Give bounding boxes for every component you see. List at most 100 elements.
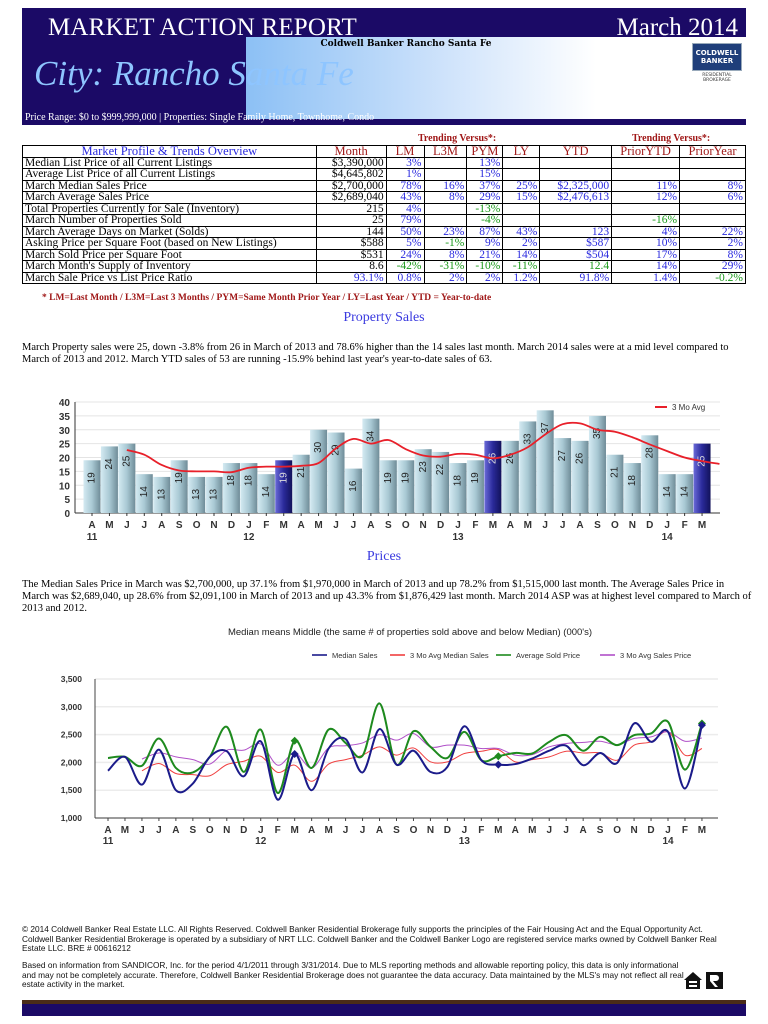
table-cell: -0.2% bbox=[679, 271, 746, 284]
table-cell: 17% bbox=[611, 248, 681, 261]
x-tick-label: N bbox=[223, 825, 230, 836]
x-tick-label: F bbox=[478, 825, 484, 836]
bar bbox=[571, 440, 589, 513]
bar-value-label: 27 bbox=[557, 450, 568, 462]
x-tick-label: J bbox=[542, 520, 548, 531]
bar bbox=[257, 474, 275, 513]
table-cell: 1.2% bbox=[502, 271, 541, 284]
table-cell: 13% bbox=[466, 156, 504, 169]
bar-value-label: 21 bbox=[610, 466, 621, 478]
table-cell bbox=[423, 156, 468, 169]
coldwell-banker-logo: COLDWELL BANKER RESIDENTIAL BROKERAGE bbox=[692, 43, 742, 85]
x-tick-label: A bbox=[88, 520, 95, 531]
bar bbox=[658, 474, 676, 513]
table-cell: 3% bbox=[385, 156, 425, 169]
x-tick-label: A bbox=[580, 825, 587, 836]
bar-value-label: 14 bbox=[261, 486, 272, 498]
table-cell: 2% bbox=[466, 271, 504, 284]
x-tick-label: J bbox=[246, 520, 252, 531]
x-tick-label: J bbox=[665, 825, 671, 836]
y-tick-label: 10 bbox=[59, 481, 71, 492]
bar-value-label: 21 bbox=[296, 466, 307, 478]
table-cell: 16% bbox=[423, 179, 468, 192]
bar bbox=[397, 460, 415, 513]
table-cell: 12% bbox=[611, 191, 681, 204]
table-cell bbox=[679, 202, 746, 215]
x-tick-label: D bbox=[647, 825, 654, 836]
table-cell: 8.6 bbox=[315, 260, 387, 273]
x-tick-label: A bbox=[298, 520, 305, 531]
table-cell: 14% bbox=[611, 260, 681, 273]
x-tick-label: M bbox=[324, 825, 332, 836]
bar-value-label: 22 bbox=[435, 464, 446, 476]
table-cell bbox=[502, 202, 541, 215]
bar-value-label: 19 bbox=[278, 472, 289, 484]
x-tick-label: J bbox=[333, 520, 339, 531]
table-cell: 24% bbox=[385, 248, 425, 261]
report-month: March 2014 bbox=[616, 14, 739, 41]
series-line bbox=[107, 722, 703, 801]
table-cell: $3,390,000 bbox=[315, 156, 387, 169]
bar bbox=[536, 410, 554, 513]
table-cell bbox=[611, 168, 681, 181]
copyright-text: © 2014 Coldwell Banker Real Estate LLC. … bbox=[22, 924, 717, 954]
x-tick-label: J bbox=[560, 520, 566, 531]
table-cell: $531 bbox=[315, 248, 387, 261]
legend-label: Average Sold Price bbox=[516, 651, 580, 660]
column-header: PYM bbox=[466, 145, 504, 158]
table-cell: 8% bbox=[423, 191, 468, 204]
x-tick-label: M bbox=[489, 520, 497, 531]
market-profile-table: Market Profile & Trends Overview Month LM L… bbox=[22, 145, 746, 284]
bar-value-label: 28 bbox=[644, 447, 655, 459]
bar bbox=[449, 463, 467, 513]
x-tick-label: A bbox=[376, 825, 383, 836]
x-tick-label: M bbox=[121, 825, 129, 836]
x-tick-label: N bbox=[420, 520, 427, 531]
x-tick-label: A bbox=[308, 825, 315, 836]
x-tick-label: J bbox=[139, 825, 145, 836]
series-line bbox=[141, 731, 703, 782]
3-mo-avg-line bbox=[126, 421, 720, 474]
bar bbox=[83, 460, 101, 513]
row-label: March Sold Price per Square Foot bbox=[22, 248, 317, 261]
row-label: March Average Sales Price bbox=[22, 191, 317, 204]
report-title: MARKET ACTION REPORT bbox=[48, 14, 358, 41]
table-row: March Sale Price vs List Price Ratio 93.1… bbox=[22, 271, 746, 284]
column-header: L3M bbox=[423, 145, 468, 158]
report-header: MARKET ACTION REPORT March 2014 Coldwell… bbox=[22, 8, 746, 125]
legend-label: 3 Mo Avg Sales Price bbox=[620, 651, 691, 660]
row-label: March Average Days on Market (Solds) bbox=[22, 225, 317, 238]
table-cell bbox=[679, 168, 746, 181]
bar bbox=[275, 460, 293, 513]
x-tick-label: N bbox=[210, 520, 217, 531]
table-cell: -11% bbox=[502, 260, 541, 273]
row-label: Median List Price of all Current Listing… bbox=[22, 156, 317, 169]
table-cell: 215 bbox=[315, 202, 387, 215]
bar-value-label: 18 bbox=[244, 475, 255, 487]
x-tick-label: M bbox=[314, 520, 322, 531]
y-tick-label: 2,500 bbox=[61, 730, 83, 740]
city-title: City: Rancho Santa Fe bbox=[34, 54, 354, 93]
table-cell: 1% bbox=[385, 168, 425, 181]
table-cell: 15% bbox=[502, 191, 541, 204]
bar-value-label: 16 bbox=[348, 480, 359, 492]
bar bbox=[344, 468, 362, 513]
table-cell: $2,476,613 bbox=[539, 191, 613, 204]
x-tick-label: N bbox=[427, 825, 434, 836]
y-tick-label: 3,000 bbox=[61, 702, 83, 712]
year-label: 13 bbox=[452, 532, 464, 543]
table-cell: 43% bbox=[502, 225, 541, 238]
x-tick-label: J bbox=[124, 520, 130, 531]
year-label: 11 bbox=[103, 836, 114, 847]
bar-value-label: 26 bbox=[575, 452, 586, 464]
table-cell bbox=[539, 202, 613, 215]
x-tick-label: J bbox=[351, 520, 357, 531]
x-tick-label: M bbox=[290, 825, 298, 836]
table-cell: 25% bbox=[502, 179, 541, 192]
x-tick-label: M bbox=[524, 520, 532, 531]
series-marker bbox=[290, 736, 299, 745]
table-cell bbox=[611, 156, 681, 169]
x-tick-label: M bbox=[528, 825, 536, 836]
x-tick-label: J bbox=[546, 825, 552, 836]
column-header: Month bbox=[315, 145, 387, 158]
